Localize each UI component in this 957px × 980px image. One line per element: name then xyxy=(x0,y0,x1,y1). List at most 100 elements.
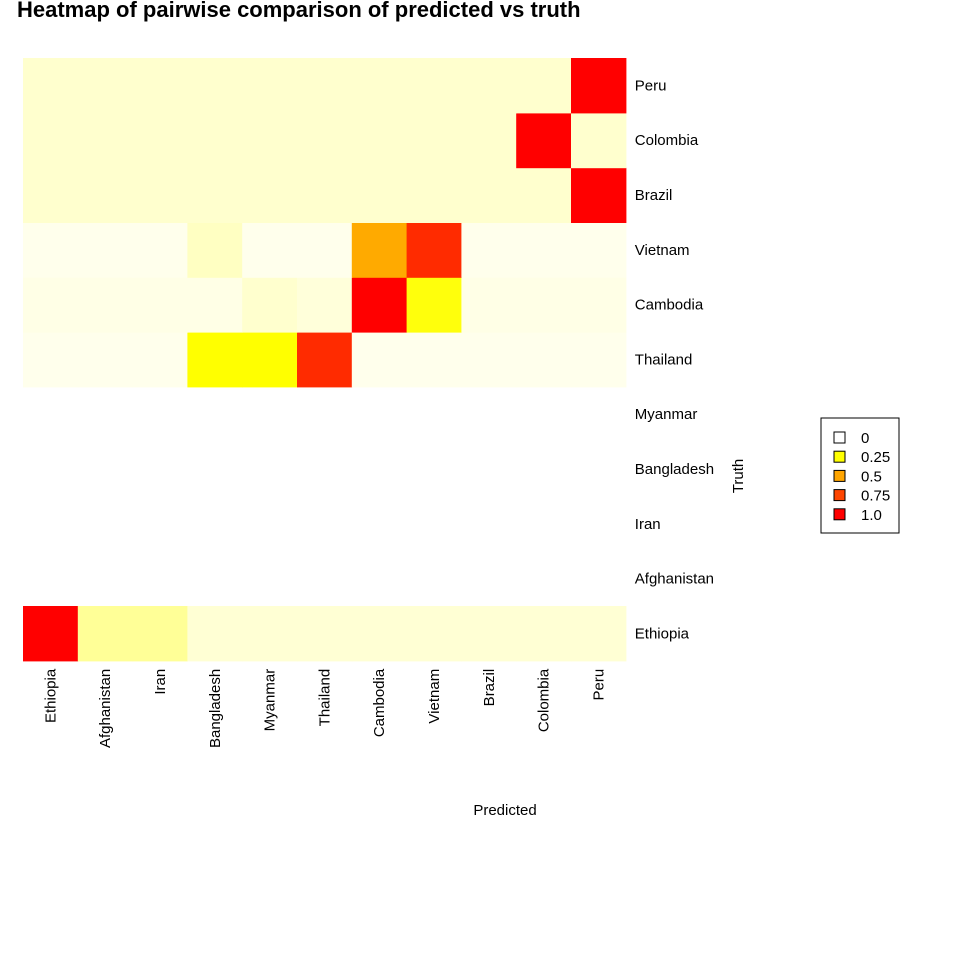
heatmap-cell xyxy=(132,167,188,223)
heatmap-cell xyxy=(23,606,79,662)
heatmap-cell xyxy=(297,58,353,114)
heatmap-cell xyxy=(187,222,243,278)
x-tick-label: Thailand xyxy=(316,669,333,727)
y-tick-label: Ethiopia xyxy=(635,625,690,642)
heatmap-cell xyxy=(132,606,188,662)
heatmap-cell xyxy=(187,112,243,169)
heatmap-cell xyxy=(187,606,243,662)
heatmap-cell xyxy=(461,606,517,662)
heatmap-cell xyxy=(571,277,627,333)
y-tick-label: Cambodia xyxy=(635,297,704,314)
heatmap-cell xyxy=(132,112,188,169)
heatmap-cell xyxy=(242,332,298,388)
heatmap-cell xyxy=(242,606,298,662)
heatmap-cell xyxy=(351,606,408,662)
heatmap-cell xyxy=(132,58,188,114)
heatmap-cell xyxy=(516,222,572,278)
y-tick-label: Bangladesh xyxy=(635,461,714,478)
heatmap-cell xyxy=(461,167,517,223)
heatmap-cell xyxy=(516,58,572,114)
heatmap-cells xyxy=(23,58,627,662)
y-tick-label: Colombia xyxy=(635,132,699,149)
legend: 0 0.25 0.5 0.75 1.0 xyxy=(820,417,900,534)
heatmap-cell xyxy=(187,277,243,333)
heatmap-cell xyxy=(461,222,517,278)
legend-label: 0.5 xyxy=(861,468,882,485)
heatmap-cell xyxy=(516,112,572,169)
heatmap-cell xyxy=(187,332,243,388)
heatmap-cell xyxy=(297,222,353,278)
legend-label: 0.75 xyxy=(861,488,890,505)
heatmap-cell xyxy=(242,167,298,223)
heatmap-cell xyxy=(351,58,408,114)
heatmap-cell xyxy=(351,277,408,333)
heatmap-cell xyxy=(406,112,462,169)
heatmap-cell xyxy=(571,112,627,169)
y-tick-label: Brazil xyxy=(635,187,673,204)
x-tick-label: Ethiopia xyxy=(42,668,59,723)
heatmap-cell xyxy=(77,222,134,278)
heatmap-cell xyxy=(77,277,134,333)
heatmap-cell xyxy=(297,606,353,662)
legend-label: 0 xyxy=(861,430,869,447)
legend-box xyxy=(820,417,900,534)
heatmap-cell xyxy=(406,167,462,223)
heatmap-cell xyxy=(297,167,353,223)
heatmap-cell xyxy=(77,167,134,223)
heatmap-cell xyxy=(187,58,243,114)
chart-title: Heatmap of pairwise comparison of predic… xyxy=(17,0,581,22)
heatmap-cell xyxy=(77,332,134,388)
legend-swatch xyxy=(833,469,846,482)
heatmap-cell xyxy=(406,606,462,662)
x-tick-label: Brazil xyxy=(481,669,498,707)
y-tick-label: Peru xyxy=(635,77,667,94)
heatmap-cell xyxy=(77,112,134,169)
legend-swatch xyxy=(833,508,846,521)
legend-swatch xyxy=(833,489,846,502)
x-tick-labels: Ethiopia Afghanistan Iran Bangladesh Myanmar… xyxy=(42,668,607,748)
heatmap-cell xyxy=(571,167,627,223)
heatmap-cell xyxy=(242,222,298,278)
heatmap-cell xyxy=(132,332,188,388)
heatmap-cell xyxy=(461,332,517,388)
heatmap-cell xyxy=(187,167,243,223)
heatmap-cell xyxy=(23,222,79,278)
heatmap-cell xyxy=(571,332,627,388)
x-tick-label: Vietnam xyxy=(426,669,443,724)
y-tick-label: Thailand xyxy=(635,351,693,368)
heatmap-cell xyxy=(571,606,627,662)
heatmap-cell xyxy=(406,58,462,114)
heatmap-cell xyxy=(516,167,572,223)
x-axis-label: Predicted xyxy=(473,802,536,819)
legend-swatch xyxy=(833,450,846,463)
y-tick-label: Iran xyxy=(635,516,661,533)
heatmap-cell xyxy=(132,277,188,333)
heatmap-cell xyxy=(571,58,627,114)
x-tick-label: Iran xyxy=(152,669,169,695)
heatmap-cell xyxy=(461,58,517,114)
heatmap-cell xyxy=(516,606,572,662)
heatmap-cell xyxy=(297,112,353,169)
y-tick-label: Vietnam xyxy=(635,242,690,259)
heatmap-cell xyxy=(132,222,188,278)
heatmap-cell xyxy=(351,167,408,223)
y-tick-label: Afghanistan xyxy=(635,571,714,588)
x-tick-label: Cambodia xyxy=(371,668,388,737)
heatmap-cell xyxy=(351,332,408,388)
y-tick-labels: Ethiopia Afghanistan Iran Bangladesh Myanmar… xyxy=(635,77,714,642)
heatmap-cell xyxy=(516,332,572,388)
x-tick-label: Myanmar xyxy=(262,669,279,732)
x-tick-label: Bangladesh xyxy=(207,669,224,748)
legend-label: 0.25 xyxy=(861,449,890,466)
heatmap-cell xyxy=(406,222,462,278)
heatmap-cell xyxy=(406,277,462,333)
heatmap-cell xyxy=(516,277,572,333)
legend-label: 1.0 xyxy=(861,507,882,524)
heatmap-cell xyxy=(23,112,79,169)
y-tick-label: Myanmar xyxy=(635,406,698,423)
heatmap-cell xyxy=(406,332,462,388)
heatmap-cell xyxy=(23,277,79,333)
heatmap-cell xyxy=(23,58,79,114)
heatmap-cell xyxy=(297,332,353,388)
x-tick-label: Colombia xyxy=(536,668,553,732)
